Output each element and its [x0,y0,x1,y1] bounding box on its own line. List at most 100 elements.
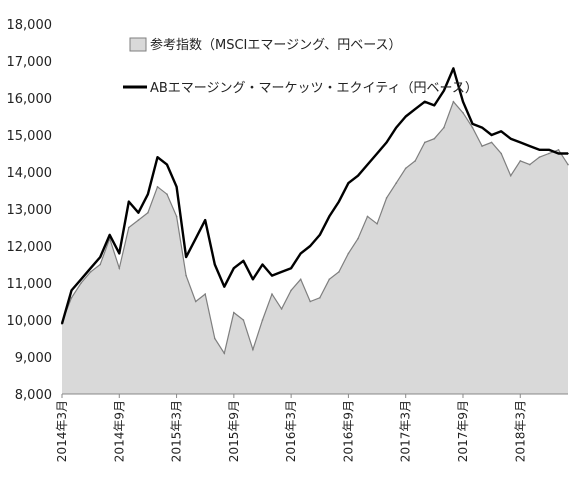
data-point-benchmark [490,141,493,144]
data-point-benchmark [175,215,178,218]
y-tick-label: 14,000 [7,166,53,181]
data-point-fund [376,152,378,155]
data-point-fund [118,252,121,255]
data-point-fund [567,152,569,155]
data-point-fund [166,163,168,166]
data-point-benchmark [128,226,130,229]
data-point-benchmark [80,282,82,284]
data-point-benchmark [338,271,340,273]
data-point-benchmark [443,126,445,129]
data-point-benchmark [471,126,474,129]
data-point-benchmark [529,163,531,166]
x-tick-label: 2014年3月 [55,400,69,462]
data-point-benchmark [290,289,292,292]
data-point-fund [309,245,312,247]
data-point-benchmark [357,237,359,240]
data-point-benchmark [118,267,121,270]
data-point-benchmark [233,311,235,314]
data-point-fund [156,156,159,158]
data-point-fund [557,152,560,155]
legend: 参考指数（MSCIエマージング、円ベース） ABエマージング・マーケッツ・エクイ… [123,37,478,96]
data-point-fund [233,267,235,270]
data-point-fund [404,115,407,118]
data-point-benchmark [89,271,92,273]
data-point-benchmark [271,293,273,295]
data-point-fund [147,193,149,195]
data-point-fund [204,219,206,221]
data-point-fund [70,289,73,292]
x-tick-label: 2015年3月 [170,400,184,462]
data-point-fund [385,141,388,144]
x-tick-label: 2016年3月 [284,400,298,462]
data-point-benchmark [328,278,331,281]
data-point-fund [433,104,436,107]
data-point-fund [366,163,369,166]
data-point-benchmark [414,160,417,162]
data-point-fund [214,263,216,266]
data-point-benchmark [137,219,140,221]
data-point-benchmark [156,186,159,188]
data-point-fund [443,89,445,92]
data-point-fund [424,100,426,103]
data-point-benchmark [223,352,226,355]
data-point-benchmark [204,293,206,295]
data-point-benchmark [70,297,73,299]
x-axis: 2014年3月 2014年9月 2015年3月 2015年9月 2016年3月 2016年… [55,394,527,462]
plot-area [60,67,569,394]
data-point-fund [357,174,359,177]
data-point-benchmark [280,308,283,310]
data-point-fund [61,322,63,325]
data-point-fund [347,182,350,184]
data-point-benchmark [404,167,407,170]
data-point-benchmark [99,263,101,266]
data-point-benchmark [557,149,560,151]
data-point-fund [108,234,111,236]
data-point-fund [338,200,340,203]
series-area-benchmark [62,101,568,394]
data-point-benchmark [452,100,455,103]
data-point-fund [548,149,550,151]
data-point-benchmark [214,337,216,340]
x-tick-label: 2018年3月 [513,400,527,462]
data-point-fund [261,263,264,266]
data-point-benchmark [538,156,541,158]
data-point-fund [538,149,541,151]
data-point-fund [519,141,522,144]
x-tick-label: 2016年9月 [341,400,355,462]
data-point-fund [529,145,531,147]
data-point-fund [290,267,292,270]
data-point-fund [194,237,197,240]
data-point-benchmark [519,160,522,162]
data-point-fund [299,252,302,255]
data-point-fund [280,271,283,273]
x-tick-label: 2015年9月 [227,400,241,462]
data-point-benchmark [424,141,426,144]
data-point-benchmark [147,211,149,214]
series-line-benchmark [61,100,569,355]
data-point-fund [500,130,503,133]
series-line-fund [60,67,568,325]
y-tick-label: 17,000 [7,55,53,70]
data-point-benchmark [261,319,264,321]
data-point-benchmark [299,278,302,281]
data-point-fund [395,126,398,129]
x-tick-label: 2017年9月 [456,400,470,462]
legend-label-benchmark: 参考指数（MSCIエマージング、円ベース） [150,37,402,53]
y-tick-label: 9,000 [15,351,52,366]
data-point-benchmark [548,152,550,155]
data-point-fund [452,67,455,70]
data-point-fund [223,285,226,288]
data-point-fund [462,100,464,103]
data-point-benchmark [309,300,312,303]
y-tick-label: 12,000 [7,240,53,255]
data-point-fund [185,256,187,258]
y-tick-label: 15,000 [7,129,53,144]
data-point-benchmark [194,300,197,303]
legend-label-fund: ABエマージング・マーケッツ・エクイティ（円ベース） [150,81,478,96]
y-axis: 8,000 9,000 10,000 11,000 12,000 13,000 14,000… [7,18,53,403]
data-point-benchmark [366,215,369,218]
data-point-fund [481,126,483,129]
y-tick-label: 10,000 [7,314,53,329]
data-point-fund [128,200,130,203]
data-point-fund [490,134,493,136]
